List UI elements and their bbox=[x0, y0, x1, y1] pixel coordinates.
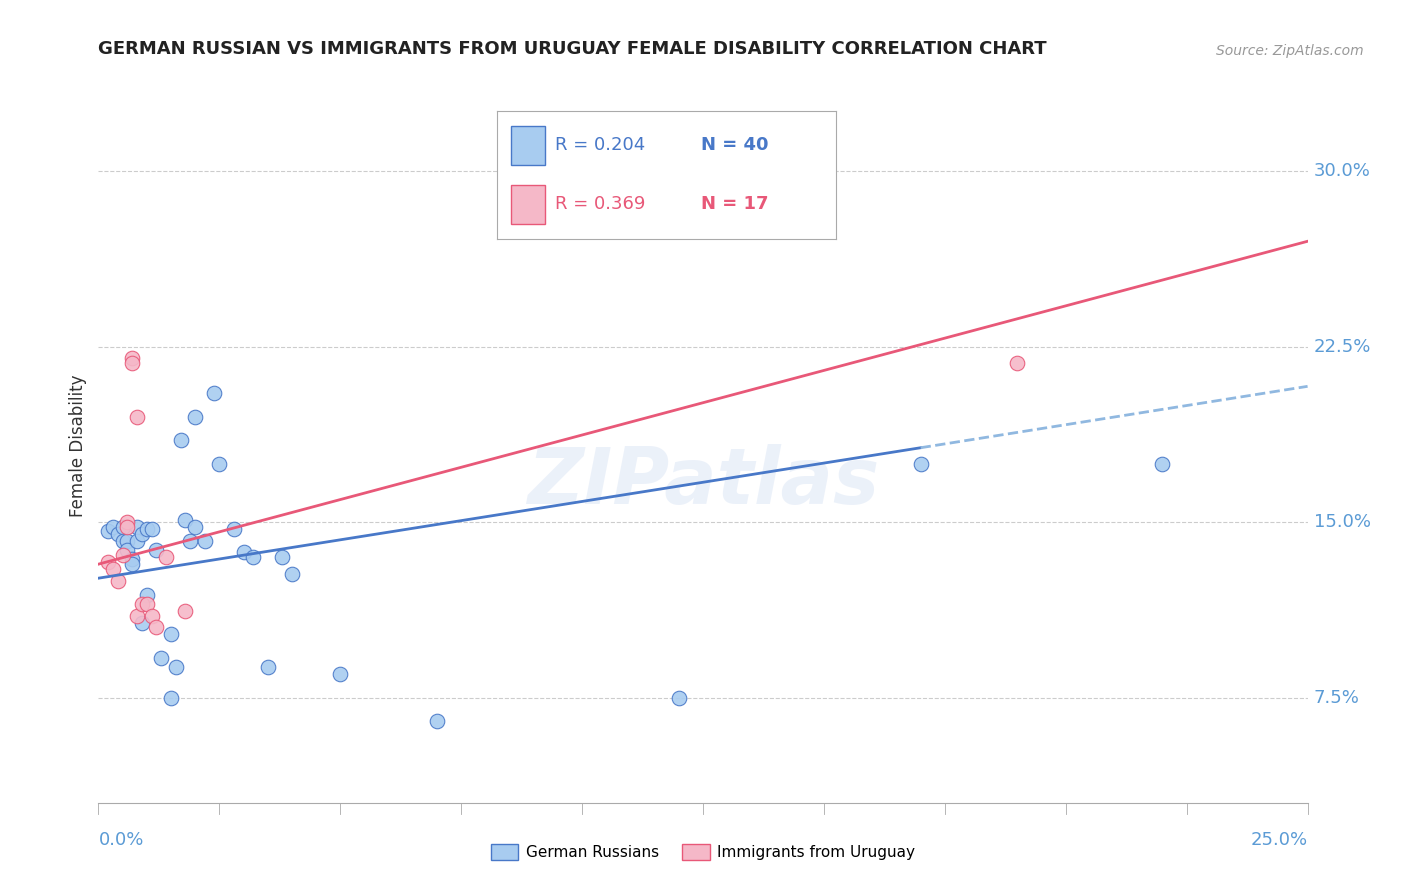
Point bbox=[111, 533, 134, 548]
Point bbox=[131, 615, 153, 630]
Point bbox=[160, 690, 183, 705]
Point bbox=[179, 533, 201, 548]
Point bbox=[271, 550, 294, 565]
Point bbox=[208, 457, 231, 471]
Text: 15.0%: 15.0% bbox=[1313, 513, 1371, 531]
Text: 25.0%: 25.0% bbox=[1250, 831, 1308, 849]
Point bbox=[127, 409, 149, 424]
Point bbox=[232, 545, 254, 559]
Point bbox=[117, 533, 139, 548]
Point bbox=[169, 433, 191, 447]
Point bbox=[121, 356, 143, 370]
Point bbox=[135, 522, 157, 536]
Point bbox=[101, 519, 124, 533]
Point bbox=[97, 524, 120, 539]
Point bbox=[668, 690, 690, 705]
Y-axis label: Female Disability: Female Disability bbox=[69, 375, 87, 517]
Point bbox=[150, 650, 173, 665]
Point bbox=[174, 513, 197, 527]
Point bbox=[127, 533, 149, 548]
Point bbox=[121, 557, 143, 571]
Point bbox=[160, 627, 183, 641]
Point bbox=[145, 620, 167, 634]
Point bbox=[184, 409, 207, 424]
Point bbox=[131, 526, 153, 541]
Text: 30.0%: 30.0% bbox=[1313, 162, 1371, 180]
Point bbox=[222, 522, 245, 536]
Legend: German Russians, Immigrants from Uruguay: German Russians, Immigrants from Uruguay bbox=[485, 838, 921, 866]
Point bbox=[256, 660, 278, 674]
Point bbox=[910, 457, 932, 471]
Point bbox=[131, 597, 153, 611]
Point bbox=[281, 566, 304, 581]
Point bbox=[107, 574, 129, 588]
Text: GERMAN RUSSIAN VS IMMIGRANTS FROM URUGUAY FEMALE DISABILITY CORRELATION CHART: GERMAN RUSSIAN VS IMMIGRANTS FROM URUGUA… bbox=[98, 40, 1047, 58]
Point bbox=[174, 604, 197, 618]
Point bbox=[117, 543, 139, 558]
Text: Source: ZipAtlas.com: Source: ZipAtlas.com bbox=[1216, 44, 1364, 58]
Point bbox=[184, 519, 207, 533]
Point bbox=[204, 386, 226, 401]
Point bbox=[121, 351, 143, 366]
Point bbox=[426, 714, 449, 728]
Point bbox=[141, 608, 163, 623]
Point bbox=[194, 533, 217, 548]
Point bbox=[127, 608, 149, 623]
Point bbox=[101, 562, 124, 576]
Point bbox=[155, 550, 177, 565]
Point bbox=[121, 552, 143, 566]
Point bbox=[111, 519, 134, 533]
Point bbox=[141, 522, 163, 536]
Point bbox=[1152, 457, 1174, 471]
Point bbox=[135, 588, 157, 602]
Text: 22.5%: 22.5% bbox=[1313, 337, 1371, 356]
Point bbox=[117, 515, 139, 529]
Text: ZIPatlas: ZIPatlas bbox=[527, 443, 879, 520]
Point bbox=[117, 519, 139, 533]
Point bbox=[1007, 356, 1029, 370]
Point bbox=[329, 667, 352, 681]
Point bbox=[107, 526, 129, 541]
Point bbox=[242, 550, 264, 565]
Point bbox=[127, 519, 149, 533]
Text: 0.0%: 0.0% bbox=[98, 831, 143, 849]
Text: 7.5%: 7.5% bbox=[1313, 689, 1360, 706]
Point bbox=[111, 548, 134, 562]
Point bbox=[97, 555, 120, 569]
Point bbox=[145, 543, 167, 558]
Point bbox=[165, 660, 187, 674]
Point bbox=[135, 597, 157, 611]
